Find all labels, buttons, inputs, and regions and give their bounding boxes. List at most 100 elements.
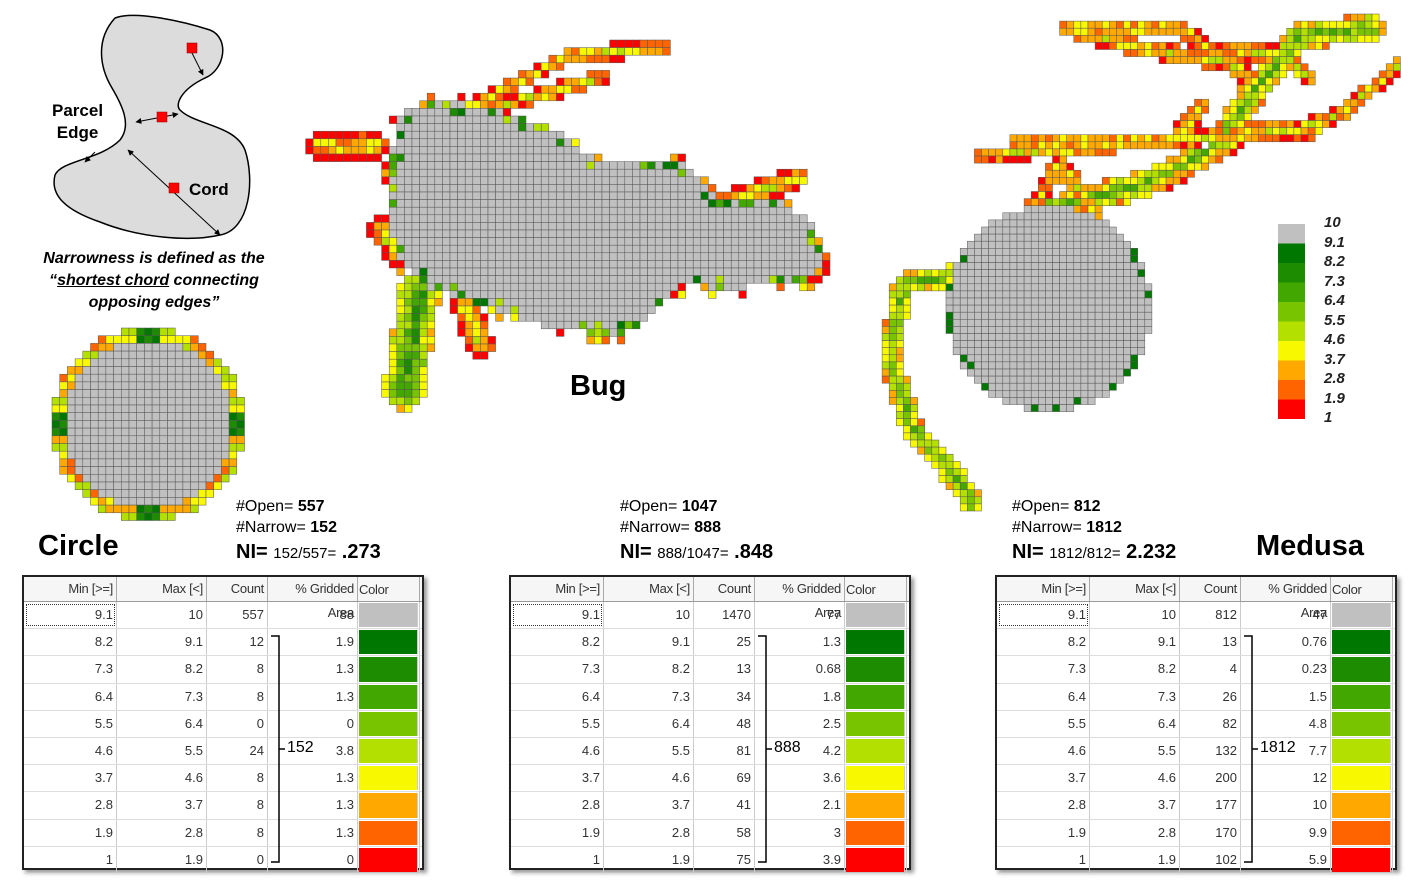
column-header[interactable]: Min [>=] xyxy=(24,577,117,601)
table-cell-count[interactable]: 8 xyxy=(207,765,268,792)
color-cell[interactable] xyxy=(358,656,420,683)
table-cell-count[interactable]: 34 xyxy=(694,683,755,710)
table-cell-pct[interactable]: 1.3 xyxy=(755,629,845,656)
table-cell-min[interactable]: 9.1 xyxy=(24,602,117,629)
color-cell[interactable] xyxy=(845,792,907,819)
table-cell-max[interactable]: 6.4 xyxy=(117,710,207,737)
table-cell-min[interactable]: 8.2 xyxy=(24,629,117,656)
table-cell-min[interactable]: 1.9 xyxy=(24,819,117,846)
column-header[interactable]: % Gridded Area xyxy=(268,577,358,620)
table-cell-min[interactable]: 3.7 xyxy=(997,765,1090,792)
table-cell-min[interactable]: 9.1 xyxy=(997,602,1090,629)
table-cell-count[interactable]: 25 xyxy=(694,629,755,656)
color-cell[interactable] xyxy=(358,629,420,656)
table-cell-pct[interactable]: 1.8 xyxy=(755,683,845,710)
table-cell-pct[interactable]: 5.9 xyxy=(1241,846,1331,873)
color-cell[interactable] xyxy=(358,602,420,629)
table-cell-max[interactable]: 9.1 xyxy=(604,629,694,656)
color-cell[interactable] xyxy=(1331,683,1393,710)
color-cell[interactable] xyxy=(1331,737,1393,765)
table-cell-max[interactable]: 8.2 xyxy=(1090,656,1180,683)
table-cell-max[interactable]: 7.3 xyxy=(604,683,694,710)
table-cell-pct[interactable]: 1.3 xyxy=(268,683,358,710)
table-cell-pct[interactable]: 0.76 xyxy=(1241,629,1331,656)
table-cell-min[interactable]: 5.5 xyxy=(511,710,604,737)
table-cell-min[interactable]: 1 xyxy=(997,846,1090,873)
table-cell-max[interactable]: 1.9 xyxy=(604,846,694,873)
table-cell-pct[interactable]: 1.3 xyxy=(268,656,358,683)
table-cell-count[interactable]: 24 xyxy=(207,737,268,765)
color-cell[interactable] xyxy=(358,737,420,765)
table-cell-max[interactable]: 7.3 xyxy=(1090,683,1180,710)
color-cell[interactable] xyxy=(845,737,907,765)
table-cell-min[interactable]: 1.9 xyxy=(511,819,604,846)
color-cell[interactable] xyxy=(1331,792,1393,819)
table-cell-max[interactable]: 3.7 xyxy=(604,792,694,819)
table-cell-count[interactable]: 8 xyxy=(207,819,268,846)
table-cell-pct[interactable]: 4.8 xyxy=(1241,710,1331,737)
table-cell-min[interactable]: 1 xyxy=(24,846,117,873)
color-cell[interactable] xyxy=(845,710,907,737)
column-header[interactable]: % Gridded Area xyxy=(755,577,845,620)
table-cell-count[interactable]: 0 xyxy=(207,710,268,737)
column-header[interactable]: Min [>=] xyxy=(997,577,1090,601)
column-header[interactable]: Min [>=] xyxy=(511,577,604,601)
table-cell-max[interactable]: 7.3 xyxy=(117,683,207,710)
table-cell-pct[interactable]: 0.23 xyxy=(1241,656,1331,683)
color-cell[interactable] xyxy=(845,846,907,873)
table-cell-max[interactable]: 2.8 xyxy=(1090,819,1180,846)
table-cell-count[interactable]: 177 xyxy=(1180,792,1241,819)
table-cell-max[interactable]: 4.6 xyxy=(604,765,694,792)
color-cell[interactable] xyxy=(845,656,907,683)
table-cell-pct[interactable]: 9.9 xyxy=(1241,819,1331,846)
table-cell-min[interactable]: 7.3 xyxy=(24,656,117,683)
table-cell-min[interactable]: 2.8 xyxy=(24,792,117,819)
table-cell-count[interactable]: 12 xyxy=(207,629,268,656)
table-cell-count[interactable]: 13 xyxy=(1180,629,1241,656)
table-cell-count[interactable]: 170 xyxy=(1180,819,1241,846)
table-cell-count[interactable]: 8 xyxy=(207,683,268,710)
table-cell-min[interactable]: 3.7 xyxy=(511,765,604,792)
table-cell-count[interactable]: 1470 xyxy=(694,602,755,629)
table-cell-max[interactable]: 10 xyxy=(604,602,694,629)
table-cell-max[interactable]: 2.8 xyxy=(604,819,694,846)
color-cell[interactable] xyxy=(845,602,907,629)
table-cell-max[interactable]: 9.1 xyxy=(1090,629,1180,656)
table-cell-count[interactable]: 75 xyxy=(694,846,755,873)
table-cell-max[interactable]: 6.4 xyxy=(604,710,694,737)
color-cell[interactable] xyxy=(1331,819,1393,846)
column-header[interactable]: Count xyxy=(1180,577,1241,601)
color-cell[interactable] xyxy=(1331,629,1393,656)
table-cell-max[interactable]: 4.6 xyxy=(1090,765,1180,792)
color-cell[interactable] xyxy=(845,683,907,710)
column-header[interactable]: Color xyxy=(1331,577,1393,601)
table-cell-pct[interactable]: 1.9 xyxy=(268,629,358,656)
table-cell-min[interactable]: 4.6 xyxy=(24,737,117,765)
table-cell-max[interactable]: 5.5 xyxy=(117,737,207,765)
color-cell[interactable] xyxy=(845,765,907,792)
color-cell[interactable] xyxy=(1331,846,1393,873)
table-cell-pct[interactable]: 10 xyxy=(1241,792,1331,819)
table-cell-max[interactable]: 9.1 xyxy=(117,629,207,656)
table-cell-pct[interactable]: 0 xyxy=(268,710,358,737)
table-cell-count[interactable]: 41 xyxy=(694,792,755,819)
table-cell-count[interactable]: 69 xyxy=(694,765,755,792)
table-cell-min[interactable]: 2.8 xyxy=(511,792,604,819)
color-cell[interactable] xyxy=(845,819,907,846)
color-cell[interactable] xyxy=(358,765,420,792)
table-cell-count[interactable]: 26 xyxy=(1180,683,1241,710)
column-header[interactable]: Color xyxy=(358,577,420,601)
table-cell-pct[interactable]: 88 xyxy=(268,602,358,629)
table-cell-pct[interactable]: 3.6 xyxy=(755,765,845,792)
table-cell-pct[interactable]: 77 xyxy=(755,602,845,629)
table-cell-min[interactable]: 6.4 xyxy=(997,683,1090,710)
column-header[interactable]: Max [<] xyxy=(117,577,207,601)
table-cell-pct[interactable]: 0.68 xyxy=(755,656,845,683)
table-cell-pct[interactable]: 1.3 xyxy=(268,792,358,819)
table-cell-max[interactable]: 3.7 xyxy=(117,792,207,819)
column-header[interactable]: % Gridded Area xyxy=(1241,577,1331,620)
column-header[interactable]: Max [<] xyxy=(604,577,694,601)
table-cell-pct[interactable]: 3.8 xyxy=(268,737,358,765)
table-cell-min[interactable]: 7.3 xyxy=(997,656,1090,683)
table-cell-count[interactable]: 4 xyxy=(1180,656,1241,683)
